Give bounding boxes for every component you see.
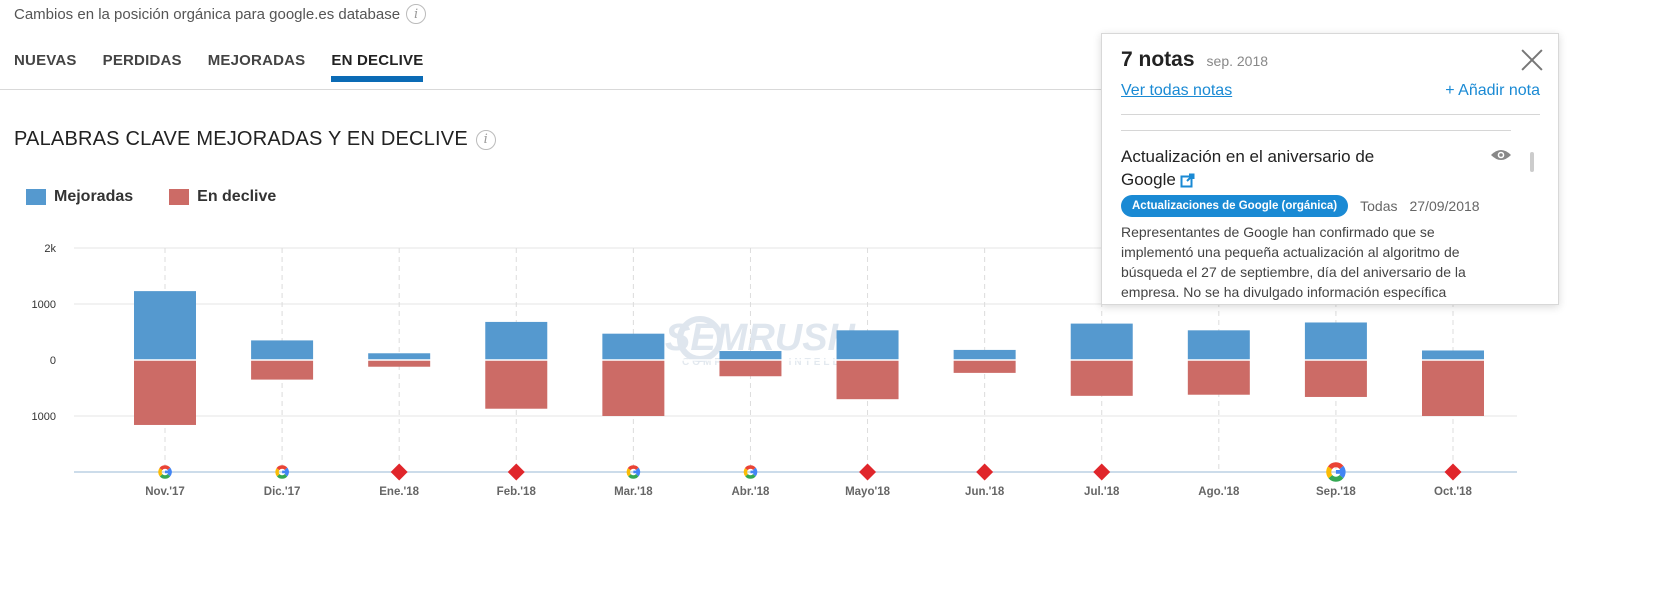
bar-mejoradas (719, 351, 782, 360)
notes-header: 7 notas sep. 2018 (1121, 48, 1268, 72)
bar-en-declive (602, 360, 665, 416)
notes-divider-secondary (1121, 130, 1511, 131)
bar-en-declive (368, 360, 431, 367)
note-title-text: Actualización en el aniversario de Googl… (1121, 147, 1375, 189)
info-icon[interactable]: i (406, 4, 427, 24)
y-tick-label: 2k (44, 243, 56, 255)
x-tick-label: Jun.'18 (965, 486, 1005, 498)
y-tick-label: 0 (50, 355, 56, 367)
google-update-diamond-icon[interactable] (1093, 463, 1111, 481)
note-title: Actualización en el aniversario de Googl… (1121, 145, 1431, 191)
view-all-notes-link[interactable]: Ver todas notas (1121, 82, 1233, 99)
legend-item-en-declive[interactable]: En declive (169, 188, 276, 206)
note-date: 27/09/2018 (1409, 198, 1480, 214)
watermark-tagline: COMPETITIVE INTELLIGENCE (682, 357, 898, 368)
x-tick-label: Nov.'17 (145, 486, 185, 498)
legend-swatch-mejoradas (26, 189, 46, 205)
eye-icon[interactable] (1490, 148, 1512, 162)
database-header: Cambios en la posición orgánica para goo… (14, 4, 427, 24)
x-tick-label: Sep.'18 (1316, 486, 1356, 498)
section-info-icon[interactable]: i (475, 129, 496, 150)
note-description: Representantes de Google han confirmado … (1121, 224, 1466, 300)
bar-en-declive (485, 360, 548, 409)
notes-panel: 7 notas sep. 2018 Ver todas notas + Añad… (1101, 33, 1559, 305)
chart-legend: Mejoradas En declive (26, 188, 276, 206)
google-update-diamond-icon[interactable] (976, 463, 994, 481)
google-logo-icon[interactable] (626, 465, 641, 479)
x-tick-label: Mayo'18 (845, 486, 891, 498)
bar-mejoradas (602, 333, 665, 360)
x-tick-label: Feb.'18 (497, 486, 537, 498)
bar-mejoradas (1187, 330, 1250, 360)
bar-mejoradas (953, 349, 1016, 360)
google-update-diamond-icon[interactable] (1444, 463, 1462, 481)
bar-mejoradas (1070, 323, 1133, 360)
bar-en-declive (1304, 360, 1367, 397)
notes-links: Ver todas notas + Añadir nota (1121, 82, 1540, 100)
google-update-diamond-icon[interactable] (859, 463, 877, 481)
bar-en-declive (134, 360, 196, 425)
bar-mejoradas (368, 353, 431, 360)
bar-mejoradas (1422, 350, 1484, 360)
y-tick-label: 1000 (32, 411, 56, 423)
tab-en-declive[interactable]: EN DECLIVE (331, 52, 424, 82)
bar-en-declive (251, 360, 314, 380)
bar-mejoradas (134, 291, 196, 360)
tab-perdidas[interactable]: PERDIDAS (102, 52, 182, 69)
x-tick-label: Mar.'18 (614, 486, 653, 498)
bar-en-declive (1422, 360, 1484, 416)
tab-mejoradas[interactable]: MEJORADAS (207, 52, 306, 69)
tab-nuevas[interactable]: NUEVAS (14, 52, 77, 69)
notes-count: 7 notas (1121, 48, 1195, 71)
notes-period: sep. 2018 (1206, 53, 1269, 69)
legend-label-en-declive: En declive (197, 188, 277, 205)
note-meta: Actualizaciones de Google (orgánica) Tod… (1121, 195, 1480, 217)
section-title-text: PALABRAS CLAVE MEJORADAS Y EN DECLIVE (14, 128, 468, 150)
note-category-badge[interactable]: Actualizaciones de Google (orgánica) (1121, 195, 1349, 217)
bar-en-declive (719, 360, 782, 377)
note-scope: Todas (1360, 198, 1398, 214)
google-logo-icon[interactable] (1326, 462, 1346, 482)
section-title: PALABRAS CLAVE MEJORADAS Y EN DECLIVE i (14, 128, 496, 151)
x-tick-label: Ago.'18 (1198, 486, 1240, 498)
bar-en-declive (1187, 360, 1250, 395)
legend-item-mejoradas[interactable]: Mejoradas (26, 188, 133, 206)
google-logo-icon[interactable] (275, 465, 289, 479)
watermark-logo (677, 316, 723, 362)
bar-en-declive (953, 360, 1016, 373)
google-logo-icon[interactable] (743, 465, 758, 479)
google-update-diamond-icon[interactable] (507, 463, 525, 481)
legend-label-mejoradas: Mejoradas (54, 188, 134, 205)
google-logo-icon[interactable] (158, 465, 172, 479)
legend-swatch-en-declive (169, 189, 190, 205)
close-icon[interactable] (1520, 48, 1544, 72)
notes-scrollbar[interactable] (1530, 152, 1534, 172)
y-tick-label: 1000 (32, 299, 56, 311)
tabs-divider (0, 89, 1105, 90)
external-link-icon[interactable] (1180, 173, 1195, 188)
bar-en-declive (836, 360, 899, 400)
notes-divider (1121, 114, 1540, 115)
add-note-link[interactable]: + Añadir nota (1445, 82, 1540, 99)
bar-mejoradas (836, 330, 899, 360)
bar-en-declive (1070, 360, 1133, 396)
tabs-bar: NUEVAS PERDIDAS MEJORADAS EN DECLIVE (14, 52, 424, 82)
x-tick-label: Oct.'18 (1434, 486, 1472, 498)
bar-mejoradas (485, 321, 548, 360)
database-label: Cambios en la posición orgánica para goo… (14, 5, 401, 23)
x-tick-label: Ene.'18 (379, 486, 419, 498)
bar-mejoradas (251, 340, 314, 360)
x-tick-label: Dic.'17 (264, 486, 301, 498)
x-tick-label: Jul.'18 (1084, 486, 1120, 498)
google-update-diamond-icon[interactable] (390, 463, 408, 481)
bar-mejoradas (1304, 322, 1367, 360)
x-tick-label: Abr.'18 (732, 486, 770, 498)
